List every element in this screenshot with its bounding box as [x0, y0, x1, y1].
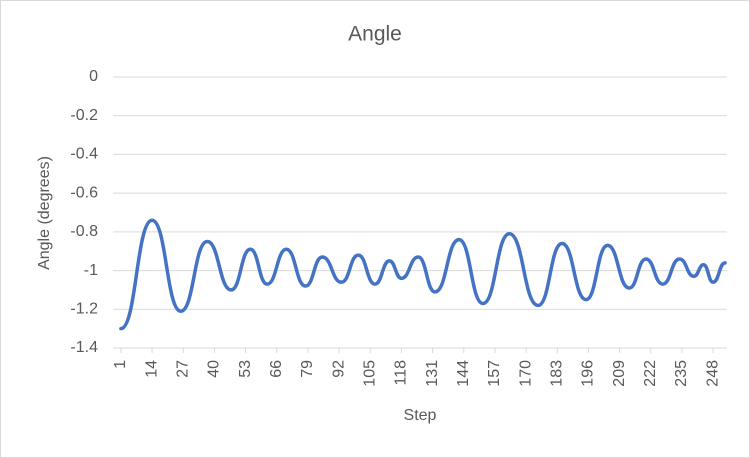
x-tick-label: 248: [704, 360, 721, 387]
x-tick-label: 170: [517, 360, 534, 387]
data-line: [119, 218, 727, 331]
x-tick-label: 40: [206, 360, 223, 378]
x-tick-label: 235: [673, 360, 690, 387]
y-tick-label: 0: [89, 68, 98, 85]
y-tick-label: -1: [84, 262, 98, 279]
chart-title: Angle: [348, 23, 402, 46]
x-tick-label: 131: [424, 360, 441, 387]
y-tick-label: -1.2: [70, 301, 98, 318]
x-tick-label: 14: [143, 360, 160, 378]
x-tick-label: 1: [112, 360, 129, 369]
x-tick-label: 209: [611, 360, 628, 387]
y-tick-label: -1.4: [70, 339, 98, 356]
y-axis-title: Angle (degrees): [36, 156, 53, 270]
y-tick-label: -0.6: [70, 184, 98, 201]
x-tick-label: 92: [330, 360, 347, 378]
x-tick-label: 196: [580, 360, 597, 387]
x-tick-label: 144: [455, 360, 472, 387]
x-tick-label: 79: [299, 360, 316, 378]
x-tick-label: 105: [361, 360, 378, 387]
x-tick-label: 27: [174, 360, 191, 378]
x-tick-label: 157: [486, 360, 503, 387]
x-axis-title: Step: [404, 407, 437, 424]
x-tick-label: 183: [548, 360, 565, 387]
y-tick-label: -0.4: [70, 146, 98, 163]
y-tick-label: -0.8: [70, 223, 98, 240]
x-tick-label: 118: [393, 360, 410, 386]
x-tick-label: 53: [237, 360, 254, 378]
x-tick-label: 222: [642, 360, 659, 387]
x-tick-label: 66: [268, 360, 285, 378]
y-tick-label: -0.2: [70, 107, 98, 124]
